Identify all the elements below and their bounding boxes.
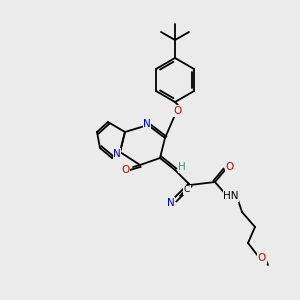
Text: HN: HN (223, 191, 239, 201)
Text: N: N (143, 119, 151, 129)
Text: C: C (184, 185, 190, 194)
Text: O: O (258, 253, 266, 263)
Text: N: N (113, 149, 121, 159)
Text: O: O (121, 165, 129, 175)
Text: O: O (226, 162, 234, 172)
Text: H: H (178, 162, 186, 172)
Text: O: O (174, 106, 182, 116)
Text: N: N (167, 198, 175, 208)
